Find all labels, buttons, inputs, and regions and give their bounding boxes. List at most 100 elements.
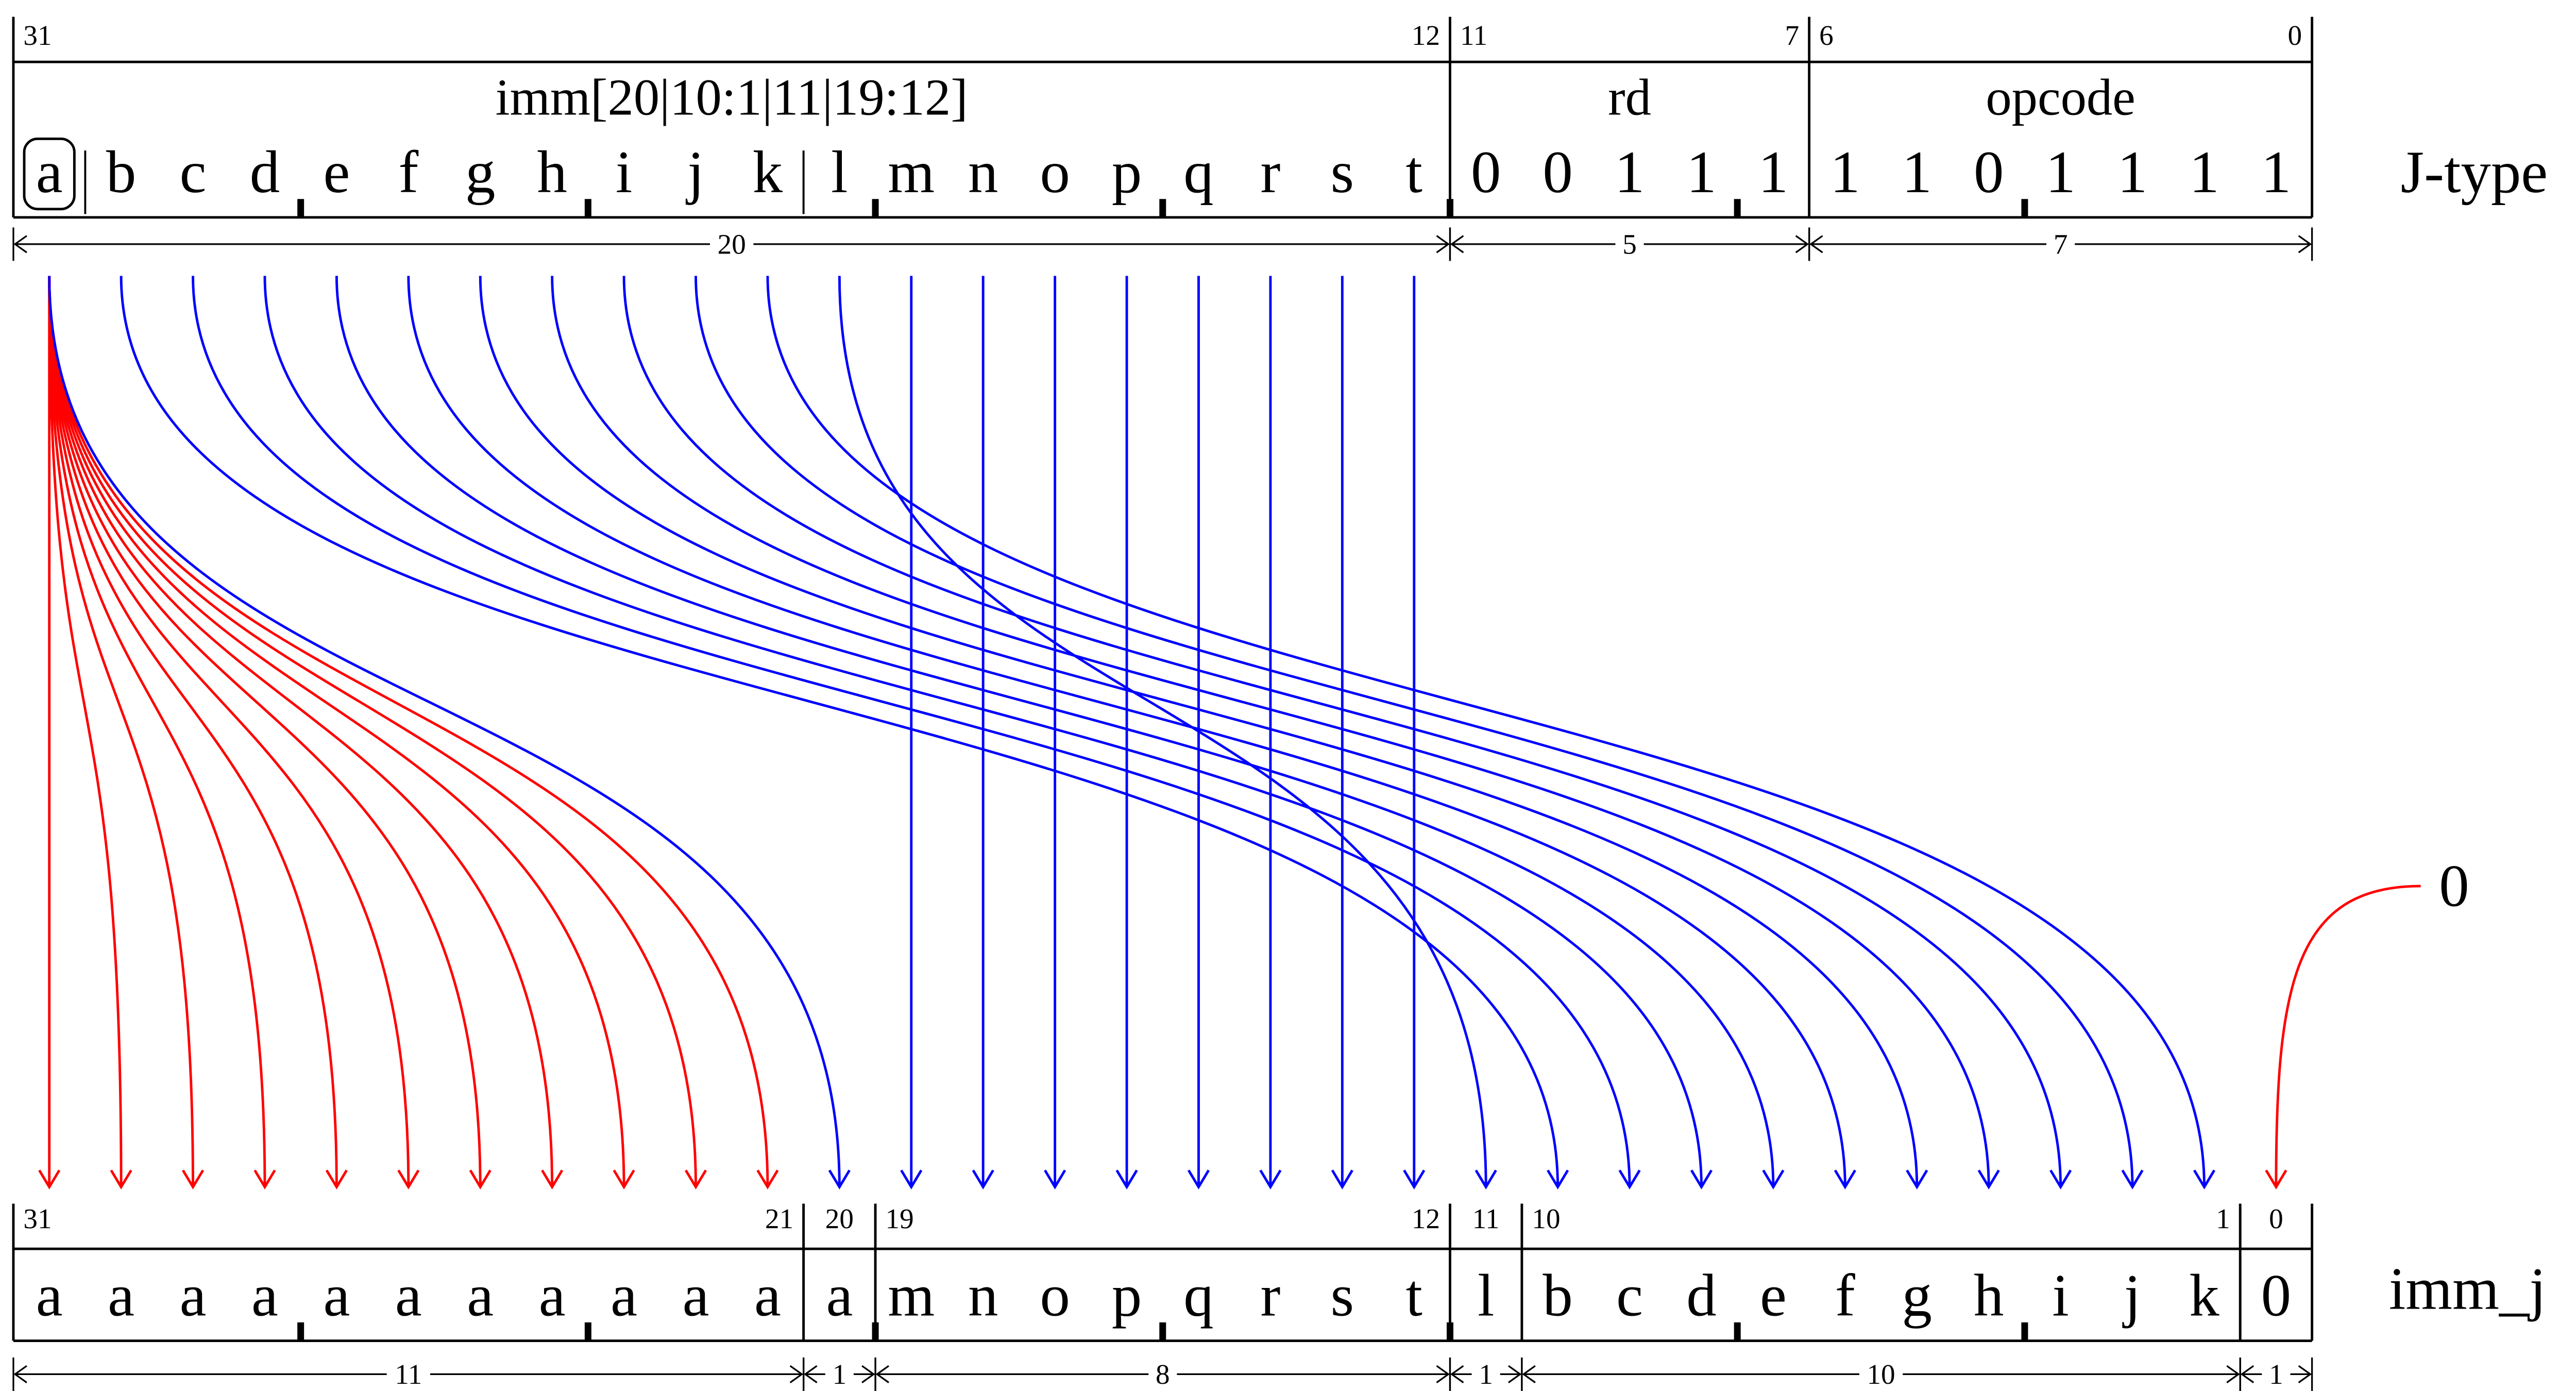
bit: 0 (2261, 1262, 2291, 1329)
bit: s (1331, 1262, 1354, 1329)
bit-number: 20 (825, 1203, 854, 1234)
bit-number: 0 (2269, 1203, 2283, 1234)
mapping-arrow (48, 276, 482, 1187)
width-label: 8 (1156, 1359, 1170, 1390)
nibble-tick (297, 1322, 304, 1341)
bit: 1 (1902, 139, 1932, 206)
bit: a (36, 139, 63, 206)
arrowhead (38, 1169, 61, 1190)
width-arrowhead (1436, 1365, 1450, 1383)
bit: 1 (1615, 139, 1645, 206)
nibble-tick (1734, 1322, 1741, 1341)
arrowhead (110, 1169, 132, 1190)
bit: 0 (1974, 139, 2004, 206)
arrowhead (469, 1169, 492, 1190)
nibble-tick (297, 199, 304, 217)
bit: k (753, 139, 783, 206)
mapping-arrow (479, 276, 1919, 1187)
bit: f (1835, 1262, 1855, 1329)
bit: a (754, 1262, 781, 1329)
width-label: 1 (2269, 1359, 2283, 1390)
width-label-bg (1615, 229, 1644, 260)
width-label: 1 (1479, 1359, 1493, 1390)
bit: p (1112, 1262, 1142, 1329)
bit: b (106, 139, 136, 206)
arrowhead (1259, 1169, 1282, 1190)
width-label-bg (2262, 1359, 2291, 1389)
arrowhead (1331, 1169, 1353, 1190)
bit: l (831, 139, 848, 206)
arrowhead (613, 1169, 635, 1190)
field-title: opcode (1986, 68, 2135, 126)
mapping-arrow (622, 276, 2062, 1187)
bit: r (1260, 1262, 1280, 1329)
mapping-arrow (551, 276, 1990, 1187)
mapping-arrow (48, 276, 410, 1187)
width-arrowhead (1436, 235, 1450, 253)
width-label: 20 (718, 228, 746, 260)
arrowhead (900, 1169, 923, 1190)
bit: h (537, 139, 567, 206)
width-label: 7 (2054, 228, 2068, 260)
bit: n (968, 1262, 998, 1329)
bit-number: 12 (1412, 20, 1440, 51)
arrowhead (253, 1169, 276, 1190)
width-arrowhead (1522, 1365, 1536, 1383)
mapping-arrow (48, 276, 194, 1187)
mapping-arrow (335, 276, 1775, 1187)
arrowhead (1044, 1169, 1066, 1190)
nibble-tick (872, 199, 879, 217)
bit: a (36, 1262, 63, 1329)
mapping-arrow (48, 276, 123, 1187)
bit: a (826, 1262, 853, 1329)
arrowhead (397, 1169, 420, 1190)
arrowhead (1618, 1169, 1641, 1190)
arrowhead (2265, 1169, 2287, 1190)
arrowhead (325, 1169, 348, 1190)
bit-mapping-arrows (38, 276, 2421, 1190)
arrowhead (972, 1169, 994, 1190)
arrowhead (1906, 1169, 1928, 1190)
bit: h (1974, 1262, 2004, 1329)
width-arrowhead (13, 1365, 27, 1383)
width-arrowhead (1450, 1365, 1464, 1383)
bit: 0 (1471, 139, 1501, 206)
bit: m (888, 1262, 935, 1329)
arrowhead (1187, 1169, 1210, 1190)
width-arrowhead (1508, 1365, 1522, 1383)
bit: q (1183, 1262, 1213, 1329)
arrowhead (1762, 1169, 1785, 1190)
bit: t (1406, 1262, 1422, 1329)
width-label: 10 (1867, 1359, 1895, 1390)
bit-number: 11 (1472, 1203, 1500, 1234)
bit: 1 (2117, 139, 2147, 206)
arrowhead (1115, 1169, 1138, 1190)
bit: g (1902, 1262, 1932, 1329)
bit: e (1760, 1262, 1787, 1329)
bit: a (180, 1262, 207, 1329)
nibble-tick (1159, 199, 1166, 217)
bit: q (1183, 139, 1213, 206)
width-arrowhead (2226, 1365, 2240, 1383)
mapping-arrow (263, 276, 1703, 1187)
nibble-tick (584, 199, 591, 217)
immediate-label: imm_j (2389, 1256, 2546, 1322)
bit: b (1543, 1262, 1572, 1329)
arrowhead (756, 1169, 779, 1190)
bit: g (465, 139, 495, 206)
bit-number: 19 (886, 1203, 914, 1234)
mapping-arrow (48, 276, 697, 1187)
mapping-arrow (48, 276, 338, 1187)
arrowhead (1475, 1169, 1497, 1190)
nibble-tick (2021, 1322, 2028, 1341)
width-arrowhead (13, 235, 27, 253)
bit: 1 (2189, 139, 2219, 206)
width-label-bg (710, 229, 754, 260)
width-arrowhead (861, 1365, 875, 1383)
arrowhead (1547, 1169, 1569, 1190)
bit: a (323, 1262, 350, 1329)
mapping-arrow (48, 276, 625, 1187)
width-arrowhead (2298, 235, 2312, 253)
bit: p (1112, 139, 1142, 206)
bit: e (323, 139, 350, 206)
